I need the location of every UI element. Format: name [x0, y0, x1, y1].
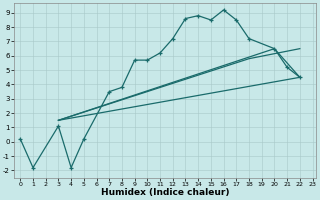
X-axis label: Humidex (Indice chaleur): Humidex (Indice chaleur) [101, 188, 229, 197]
